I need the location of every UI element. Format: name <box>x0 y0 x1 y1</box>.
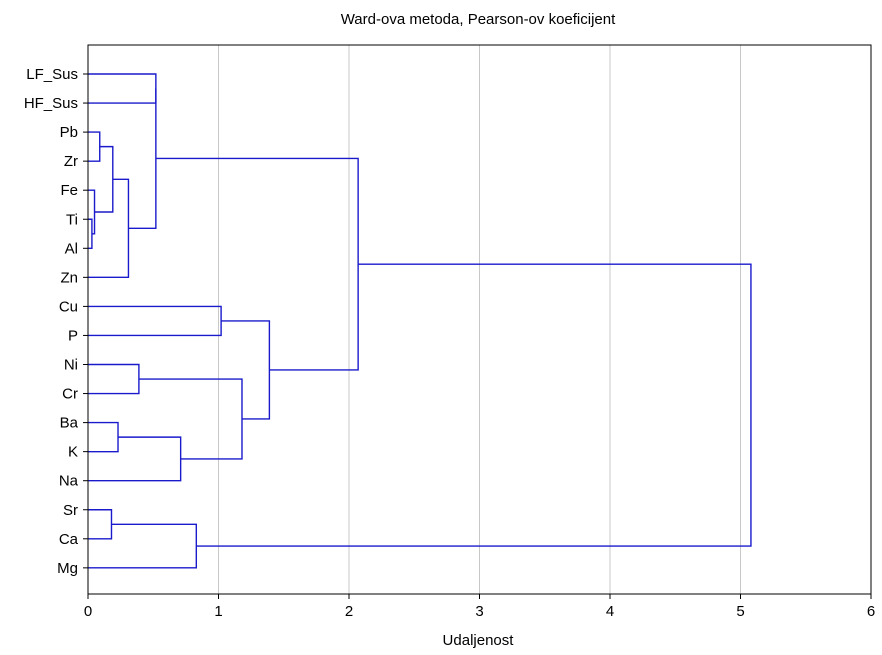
x-tick-label-4: 4 <box>606 603 614 620</box>
x-axis: 0 1 2 3 4 5 6 <box>84 594 875 620</box>
dendrogram-link <box>88 523 198 569</box>
leaf-label-mg: Mg <box>57 560 78 577</box>
x-axis-label: Udaljenost <box>443 632 515 649</box>
leaf-label-cr: Cr <box>62 386 78 403</box>
dendrogram-link <box>88 305 222 337</box>
dendrogram-link <box>88 421 119 453</box>
leaf-label-fe: Fe <box>60 182 78 199</box>
dendrogram-link <box>88 131 101 162</box>
leaf-label-lf-sus: LF_Sus <box>26 66 78 83</box>
dendrogram-link <box>88 218 93 249</box>
x-tick-label-6: 6 <box>867 603 875 620</box>
x-tick-label-3: 3 <box>475 603 483 620</box>
leaf-label-ni: Ni <box>64 357 78 374</box>
leaf-label-al: Al <box>65 240 78 257</box>
dendrogram-link <box>88 436 182 482</box>
dendrogram-link <box>88 73 157 104</box>
x-tick-label-2: 2 <box>345 603 353 620</box>
leaf-label-sr: Sr <box>63 502 78 519</box>
leaf-label-na: Na <box>59 473 79 490</box>
dendrogram-link <box>128 88 157 230</box>
dendrogram-links <box>88 73 752 569</box>
dendrogram-link <box>196 263 752 547</box>
leaf-labels: LF_Sus HF_Sus Pb Zr Fe Ti Al Zn Cu P Ni Cr Ba K Na Sr Ca… <box>24 66 88 577</box>
x-tick-label-5: 5 <box>736 603 744 620</box>
leaf-label-ti: Ti <box>66 211 78 228</box>
chart-title: Ward-ova metoda, Pearson-ov koeficijent <box>341 11 616 28</box>
leaf-label-hf-sus: HF_Sus <box>24 95 78 112</box>
x-tick-label-1: 1 <box>214 603 222 620</box>
leaf-label-ca: Ca <box>59 531 79 548</box>
grid <box>218 45 741 594</box>
leaf-label-zr: Zr <box>64 153 78 170</box>
dendrogram-link <box>221 320 271 420</box>
dendrogram-link <box>138 378 243 460</box>
leaf-label-zn: Zn <box>60 269 78 286</box>
leaf-label-pb: Pb <box>60 124 78 141</box>
leaf-label-k: K <box>68 444 78 461</box>
leaf-label-cu: Cu <box>59 298 78 315</box>
x-tick-label-0: 0 <box>84 603 92 620</box>
leaf-label-ba: Ba <box>60 415 79 432</box>
dendrogram-link <box>88 509 113 540</box>
leaf-label-p: P <box>68 327 78 344</box>
dendrogram-link <box>88 363 140 395</box>
dendrogram-link <box>94 145 114 213</box>
dendrogram-link <box>155 157 359 371</box>
